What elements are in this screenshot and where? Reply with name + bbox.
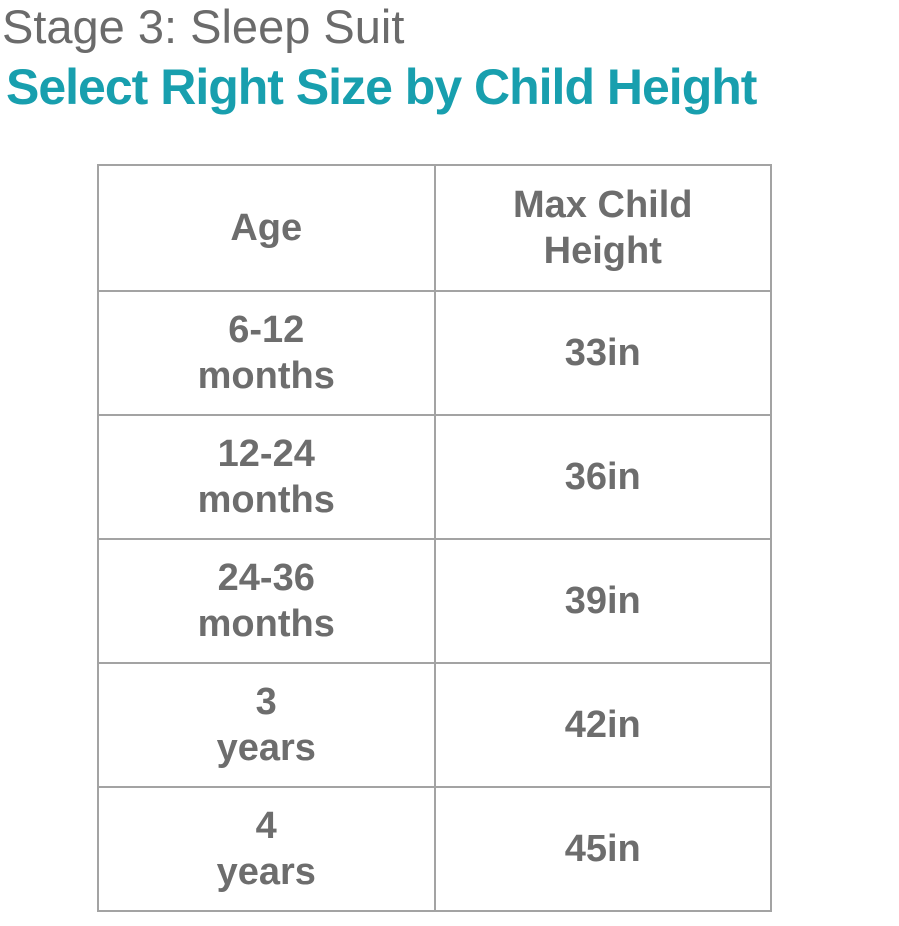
height-cell: 42in	[433, 662, 772, 788]
age-cell: 24-36 months	[97, 538, 436, 664]
table-header-row: Age Max Child Height	[97, 164, 772, 292]
age-cell: 4 years	[97, 786, 436, 912]
age-unit: months	[197, 355, 335, 397]
column-header-age: Age	[97, 164, 436, 292]
height-cell: 45in	[433, 786, 772, 912]
age-cell: 3 years	[97, 662, 436, 788]
column-header-height-line1: Max Child	[513, 184, 693, 226]
age-range: 12-24	[217, 433, 315, 475]
age-range: 24-36	[217, 557, 315, 599]
stage-title: Stage 3: Sleep Suit	[2, 0, 405, 53]
table-row: 24-36 months 39in	[97, 538, 772, 664]
size-table: Age Max Child Height 6-12 months 33in 12…	[97, 164, 772, 912]
age-unit: months	[197, 603, 335, 645]
age-cell: 12-24 months	[97, 414, 436, 540]
height-cell: 33in	[433, 290, 772, 416]
age-range: 3	[255, 681, 277, 723]
column-header-age-label: Age	[230, 207, 303, 249]
table-row: 3 years 42in	[97, 662, 772, 788]
height-cell: 36in	[433, 414, 772, 540]
age-cell: 6-12 months	[97, 290, 436, 416]
age-range: 4	[255, 805, 277, 847]
age-range: 6-12	[228, 309, 305, 351]
column-header-max-child-height: Max Child Height	[433, 164, 772, 292]
age-unit: months	[197, 479, 335, 521]
table-row: 4 years 45in	[97, 786, 772, 912]
age-unit: years	[216, 727, 316, 769]
age-unit: years	[216, 851, 316, 893]
page-title: Select Right Size by Child Height	[6, 59, 757, 115]
height-cell: 39in	[433, 538, 772, 664]
table-row: 6-12 months 33in	[97, 290, 772, 416]
column-header-height-line2: Height	[543, 230, 662, 272]
table-row: 12-24 months 36in	[97, 414, 772, 540]
